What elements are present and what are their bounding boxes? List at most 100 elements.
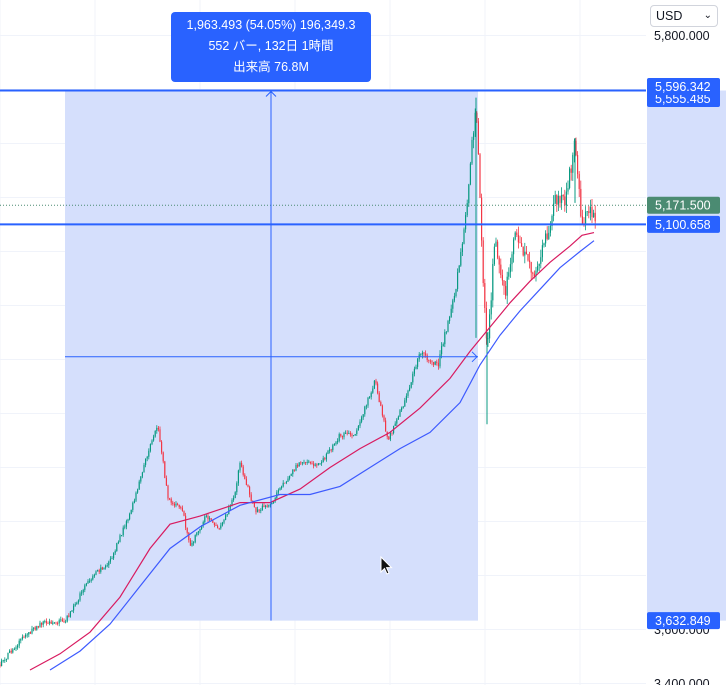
candle xyxy=(244,473,246,480)
candle xyxy=(548,225,550,240)
candle xyxy=(172,500,174,506)
candle xyxy=(113,552,115,560)
candle xyxy=(375,378,377,386)
candle xyxy=(593,209,595,218)
candle xyxy=(165,475,167,487)
candle xyxy=(140,476,142,484)
candle xyxy=(407,389,409,399)
candle xyxy=(73,603,75,614)
candle xyxy=(151,439,153,446)
candle xyxy=(410,381,412,389)
candle xyxy=(170,497,172,506)
candle xyxy=(436,359,438,366)
measure-tooltip-change: 1,963.493 (54.05%) 196,349.3 xyxy=(186,18,356,32)
candle xyxy=(97,569,99,572)
candle xyxy=(305,461,307,465)
price-tag-hidden-text: 5,555.485 xyxy=(655,92,711,106)
candle xyxy=(385,417,387,432)
candle xyxy=(361,415,363,424)
candle xyxy=(189,538,191,546)
candle xyxy=(439,350,441,369)
candle xyxy=(159,426,161,443)
candle xyxy=(257,506,259,513)
candle xyxy=(209,516,211,522)
candle xyxy=(4,657,6,663)
candle xyxy=(567,180,569,195)
candle xyxy=(298,462,300,467)
candle xyxy=(149,443,151,453)
candle xyxy=(335,440,337,446)
candle xyxy=(31,625,33,635)
candle xyxy=(282,480,284,488)
candle xyxy=(377,381,379,395)
candle xyxy=(444,329,446,348)
mouse-pointer-icon xyxy=(380,556,393,575)
candle xyxy=(191,540,193,547)
candle xyxy=(463,227,465,245)
candle xyxy=(124,524,126,530)
candle xyxy=(369,395,371,399)
price-tag-upper: 5,596.342 xyxy=(647,77,720,95)
candle xyxy=(580,180,582,218)
candle xyxy=(511,251,513,272)
chevron-down-icon: ⌄ xyxy=(703,10,712,21)
candle xyxy=(114,549,116,555)
candle xyxy=(527,253,529,262)
candle xyxy=(138,479,140,490)
candle xyxy=(324,457,326,461)
candle xyxy=(364,405,366,417)
candle xyxy=(479,152,481,199)
candle xyxy=(68,613,70,618)
candle xyxy=(17,644,19,650)
candle xyxy=(447,319,449,333)
candle xyxy=(556,194,558,213)
candle xyxy=(428,359,430,364)
candle xyxy=(92,574,94,581)
candle xyxy=(441,342,443,359)
candle xyxy=(9,649,11,654)
candle xyxy=(121,535,123,537)
candle xyxy=(213,522,215,528)
candle xyxy=(434,361,436,366)
price-tag-last-text: 5,171.500 xyxy=(655,199,711,213)
candle xyxy=(81,590,83,596)
candle xyxy=(490,292,492,320)
candle xyxy=(356,428,358,436)
candle xyxy=(402,405,404,409)
candle xyxy=(449,315,451,324)
candle xyxy=(153,434,155,442)
candle xyxy=(293,469,295,472)
candle xyxy=(119,533,121,543)
candle xyxy=(497,239,499,260)
candle xyxy=(522,246,524,257)
y-axis-tick-label: 5,800.000 xyxy=(654,29,710,43)
currency-selector[interactable]: USD ⌄ xyxy=(650,5,718,27)
measure-tooltip-volume: 出来高 76.8M xyxy=(233,60,309,74)
candle xyxy=(457,268,459,292)
candle xyxy=(469,161,471,186)
candle xyxy=(437,358,439,370)
candle xyxy=(281,485,283,490)
price-tag-upper-text: 5,596.342 xyxy=(655,80,711,94)
candle xyxy=(345,430,347,435)
candle xyxy=(261,503,263,511)
candle xyxy=(5,658,7,662)
candle xyxy=(37,625,39,629)
candle xyxy=(289,475,291,481)
candle xyxy=(485,301,487,345)
candle xyxy=(161,440,163,455)
candle xyxy=(197,530,199,536)
candle xyxy=(33,627,35,632)
candle xyxy=(394,421,396,427)
candle xyxy=(551,214,553,231)
candle xyxy=(196,532,198,537)
candle xyxy=(60,616,62,623)
candle xyxy=(173,502,175,508)
candle xyxy=(327,449,329,455)
candle xyxy=(100,564,102,574)
candle xyxy=(295,463,297,472)
candle xyxy=(325,452,327,462)
candle xyxy=(516,229,518,238)
candle xyxy=(90,578,92,583)
